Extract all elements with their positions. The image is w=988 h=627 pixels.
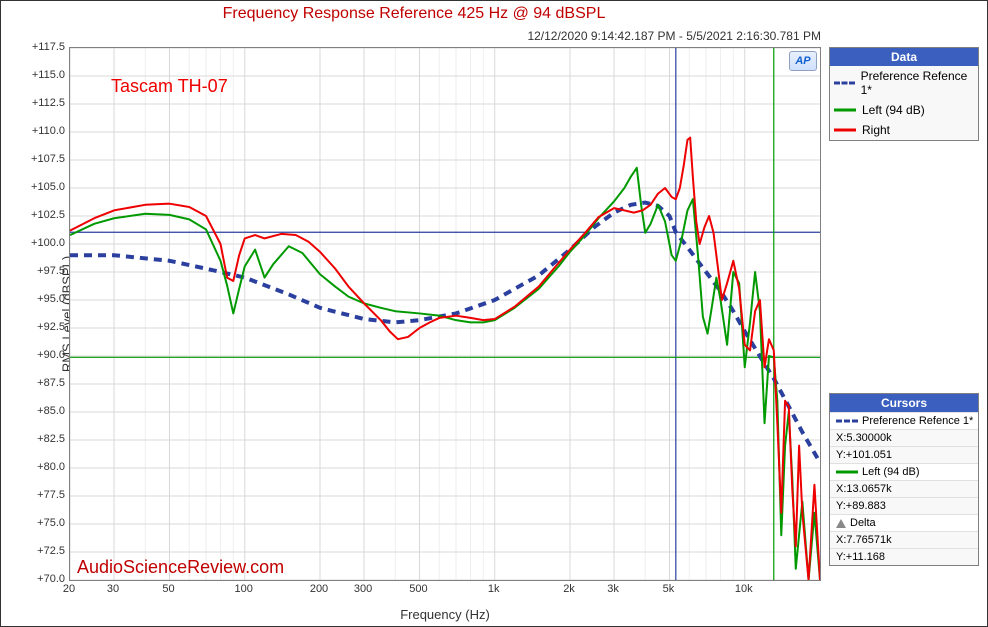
legend-item-preference[interactable]: Preference Refence 1* [830, 66, 978, 100]
cursor-x-value: X:7.76571k [830, 531, 978, 548]
x-tick-label: 20 [63, 583, 75, 595]
legend-swatch-icon [836, 466, 858, 478]
y-tick-label: +107.5 [5, 153, 65, 165]
x-tick-label: 2k [563, 583, 575, 595]
x-tick-label: 3k [607, 583, 619, 595]
cursor-label: Delta [850, 517, 876, 529]
y-tick-label: +117.5 [5, 41, 65, 53]
legend-panel-header: Data [830, 48, 978, 66]
chart-container: Frequency Response Reference 425 Hz @ 94… [0, 0, 988, 627]
cursor-panel-header: Cursors [830, 394, 978, 412]
cursor-label: Preference Refence 1* [862, 415, 973, 427]
cursor-row[interactable]: Preference Refence 1* [830, 412, 978, 429]
y-tick-label: +100.0 [5, 237, 65, 249]
y-tick-label: +80.0 [5, 461, 65, 473]
y-tick-label: +90.0 [5, 349, 65, 361]
x-tick-label: 500 [409, 583, 427, 595]
x-tick-label: 1k [488, 583, 500, 595]
watermark: AudioScienceReview.com [77, 557, 284, 578]
cursor-row[interactable]: Delta [830, 514, 978, 531]
cursor-x-value: X:13.0657k [830, 480, 978, 497]
timestamp: 12/12/2020 9:14:42.187 PM - 5/5/2021 2:1… [1, 29, 827, 43]
x-tick-label: 30 [107, 583, 119, 595]
cursor-x-value: X:5.30000k [830, 429, 978, 446]
x-axis-label: Frequency (Hz) [69, 607, 821, 622]
y-tick-label: +110.0 [5, 125, 65, 137]
legend-label: Right [862, 123, 890, 137]
y-tick-label: +115.0 [5, 69, 65, 81]
y-tick-label: +75.0 [5, 517, 65, 529]
y-tick-label: +82.5 [5, 433, 65, 445]
legend-swatch-icon [836, 415, 858, 427]
chart-title: Frequency Response Reference 425 Hz @ 94… [1, 5, 827, 23]
legend-item-left[interactable]: Left (94 dB) [830, 100, 978, 120]
x-tick-label: 300 [354, 583, 372, 595]
y-tick-label: +95.0 [5, 293, 65, 305]
y-tick-label: +85.0 [5, 405, 65, 417]
legend-swatch-icon [834, 77, 855, 89]
cursor-label: Left (94 dB) [862, 466, 919, 478]
y-tick-label: +97.5 [5, 265, 65, 277]
y-tick-label: +102.5 [5, 209, 65, 221]
x-tick-label: 5k [663, 583, 675, 595]
y-tick-label: +77.5 [5, 489, 65, 501]
cursor-y-value: Y:+89.883 [830, 497, 978, 514]
y-tick-label: +70.0 [5, 573, 65, 585]
legend-label: Preference Refence 1* [861, 69, 974, 97]
x-tick-label: 100 [235, 583, 253, 595]
x-tick-label: 10k [735, 583, 753, 595]
delta-icon [836, 519, 846, 528]
y-tick-label: +105.0 [5, 181, 65, 193]
y-tick-label: +112.5 [5, 97, 65, 109]
legend-swatch-icon [834, 124, 856, 136]
legend-item-right[interactable]: Right [830, 120, 978, 140]
cursor-y-value: Y:+11.168 [830, 548, 978, 565]
cursor-panel: Cursors Preference Refence 1* X:5.30000k… [829, 393, 979, 566]
x-tick-label: 200 [310, 583, 328, 595]
cursor-y-value: Y:+101.051 [830, 446, 978, 463]
legend-swatch-icon [834, 104, 856, 116]
legend-panel: Data Preference Refence 1* Left (94 dB) … [829, 47, 979, 141]
plot-area [69, 47, 821, 581]
y-tick-label: +92.5 [5, 321, 65, 333]
product-annotation: Tascam TH-07 [111, 76, 228, 97]
ap-logo: AP [789, 51, 817, 71]
legend-label: Left (94 dB) [862, 103, 925, 117]
cursor-row[interactable]: Left (94 dB) [830, 463, 978, 480]
x-tick-label: 50 [162, 583, 174, 595]
y-tick-label: +87.5 [5, 377, 65, 389]
y-tick-label: +72.5 [5, 545, 65, 557]
